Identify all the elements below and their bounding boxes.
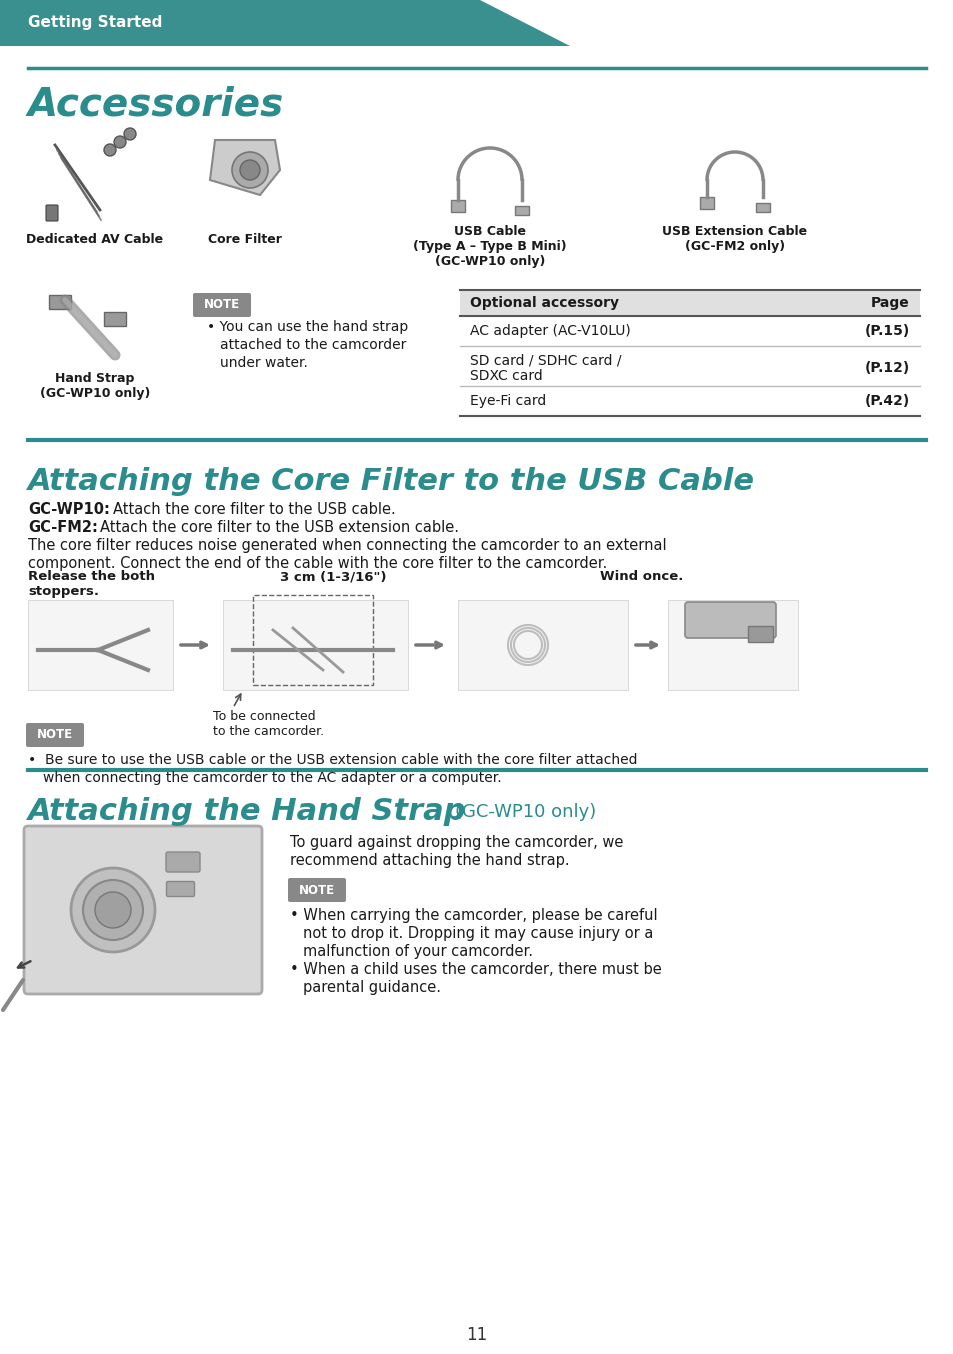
Circle shape — [232, 152, 268, 188]
Text: when connecting the camcorder to the AC adapter or a computer.: when connecting the camcorder to the AC … — [43, 770, 501, 785]
Text: SDXC card: SDXC card — [470, 370, 542, 383]
Text: parental guidance.: parental guidance. — [303, 980, 440, 995]
Polygon shape — [210, 139, 280, 195]
Bar — [0, 0, 953, 46]
FancyBboxPatch shape — [288, 877, 346, 902]
Text: Getting Started: Getting Started — [28, 15, 162, 31]
Text: To guard against dropping the camcorder, we: To guard against dropping the camcorder,… — [290, 835, 622, 850]
Bar — [459, 290, 919, 315]
Text: (P.12): (P.12) — [863, 362, 909, 375]
Text: •  Be sure to use the USB cable or the USB extension cable with the core filter : • Be sure to use the USB cable or the US… — [28, 753, 637, 766]
Text: USB Cable: USB Cable — [454, 225, 525, 238]
Circle shape — [124, 129, 136, 139]
Circle shape — [83, 880, 143, 940]
Text: GC-WP10:: GC-WP10: — [28, 502, 110, 517]
FancyBboxPatch shape — [166, 852, 200, 872]
Text: Attach the core filter to the USB extension cable.: Attach the core filter to the USB extens… — [100, 520, 458, 535]
FancyBboxPatch shape — [49, 295, 71, 309]
Text: (P.42): (P.42) — [863, 394, 909, 408]
Text: attached to the camcorder: attached to the camcorder — [220, 338, 406, 352]
Circle shape — [240, 160, 260, 180]
Text: Page: Page — [870, 297, 909, 310]
FancyBboxPatch shape — [46, 204, 58, 221]
Text: component. Connect the end of the cable with the core filter to the camcorder.: component. Connect the end of the cable … — [28, 556, 607, 571]
Text: Dedicated AV Cable: Dedicated AV Cable — [27, 233, 163, 246]
Text: NOTE: NOTE — [298, 884, 335, 896]
Text: (GC-WP10 only): (GC-WP10 only) — [40, 387, 150, 399]
Text: (Type A – Type B Mini): (Type A – Type B Mini) — [413, 240, 566, 253]
Text: • When carrying the camcorder, please be careful: • When carrying the camcorder, please be… — [290, 909, 657, 923]
Text: (GC-WP10 only): (GC-WP10 only) — [435, 255, 544, 268]
Text: stoppers.: stoppers. — [28, 585, 99, 598]
FancyBboxPatch shape — [457, 600, 627, 691]
FancyBboxPatch shape — [515, 206, 529, 215]
Polygon shape — [479, 0, 953, 46]
Text: Hand Strap: Hand Strap — [55, 372, 134, 385]
Text: NOTE: NOTE — [204, 298, 240, 311]
Text: Accessories: Accessories — [28, 87, 284, 125]
Text: Attach the core filter to the USB cable.: Attach the core filter to the USB cable. — [112, 502, 395, 517]
Text: 11: 11 — [466, 1326, 487, 1345]
Text: under water.: under water. — [220, 356, 308, 370]
Text: 3 cm (1-3/16"): 3 cm (1-3/16") — [280, 570, 386, 584]
Text: The core filter reduces noise generated when connecting the camcorder to an exte: The core filter reduces noise generated … — [28, 538, 666, 552]
Text: (GC-WP10 only): (GC-WP10 only) — [455, 803, 596, 821]
Circle shape — [113, 135, 126, 148]
FancyBboxPatch shape — [684, 603, 775, 638]
Text: recommend attaching the hand strap.: recommend attaching the hand strap. — [290, 853, 569, 868]
FancyBboxPatch shape — [24, 826, 262, 994]
Text: AC adapter (AC-V10LU): AC adapter (AC-V10LU) — [470, 324, 630, 338]
Text: To be connected: To be connected — [213, 709, 315, 723]
Text: • When a child uses the camcorder, there must be: • When a child uses the camcorder, there… — [290, 961, 661, 978]
FancyBboxPatch shape — [755, 203, 769, 213]
Text: to the camcorder.: to the camcorder. — [213, 724, 324, 738]
Text: USB Extension Cable: USB Extension Cable — [661, 225, 807, 238]
Text: Release the both: Release the both — [28, 570, 154, 584]
Text: malfunction of your camcorder.: malfunction of your camcorder. — [303, 944, 533, 959]
Circle shape — [71, 868, 154, 952]
FancyBboxPatch shape — [28, 600, 172, 691]
FancyBboxPatch shape — [667, 600, 797, 691]
Text: • You can use the hand strap: • You can use the hand strap — [207, 320, 408, 334]
FancyBboxPatch shape — [747, 626, 772, 642]
Circle shape — [104, 144, 116, 156]
Text: Attaching the Core Filter to the USB Cable: Attaching the Core Filter to the USB Cab… — [28, 467, 754, 497]
FancyBboxPatch shape — [451, 200, 464, 213]
Text: Core Filter: Core Filter — [208, 233, 282, 246]
Text: SD card / SDHC card /: SD card / SDHC card / — [470, 353, 620, 368]
Text: Optional accessory: Optional accessory — [470, 297, 618, 310]
Text: Eye-Fi card: Eye-Fi card — [470, 394, 546, 408]
FancyBboxPatch shape — [104, 311, 126, 326]
FancyBboxPatch shape — [193, 292, 251, 317]
FancyBboxPatch shape — [700, 196, 713, 209]
Text: NOTE: NOTE — [37, 728, 73, 742]
Text: Attaching the Hand Strap: Attaching the Hand Strap — [28, 798, 466, 826]
FancyBboxPatch shape — [167, 881, 194, 896]
Text: not to drop it. Dropping it may cause injury or a: not to drop it. Dropping it may cause in… — [303, 926, 653, 941]
Text: GC-FM2:: GC-FM2: — [28, 520, 98, 535]
Circle shape — [95, 892, 131, 927]
FancyBboxPatch shape — [223, 600, 408, 691]
Text: (P.15): (P.15) — [863, 324, 909, 338]
Text: (GC-FM2 only): (GC-FM2 only) — [684, 240, 784, 253]
FancyBboxPatch shape — [26, 723, 84, 747]
Text: Wind once.: Wind once. — [599, 570, 682, 584]
